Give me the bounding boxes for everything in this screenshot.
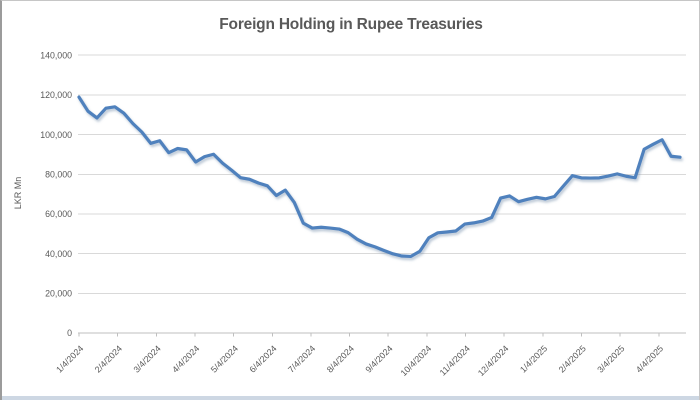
y-tick-label: 20,000 xyxy=(45,289,72,299)
x-tick-label: 12/4/2024 xyxy=(476,343,511,378)
y-tick-label: 140,000 xyxy=(40,50,72,60)
x-axis xyxy=(78,332,686,337)
x-axis-tick-labels: 1/4/2024 2/4/2024 3/4/2024 4/4/2024 5/4/2024… xyxy=(54,343,665,378)
x-tick-label: 2/4/2024 xyxy=(93,343,124,374)
x-tick-label: 1/4/2025 xyxy=(518,343,549,374)
data-series-line xyxy=(77,95,682,259)
y-tick-label: 80,000 xyxy=(45,169,72,179)
y-tick-label: 120,000 xyxy=(40,90,72,100)
x-tick-label: 7/4/2024 xyxy=(286,343,317,374)
series-polyline xyxy=(77,95,682,259)
x-tick-label: 11/4/2024 xyxy=(438,343,472,377)
y-tick-label: 60,000 xyxy=(45,209,72,219)
x-tick-label: 4/4/2024 xyxy=(170,343,201,374)
x-tick-label: 6/4/2024 xyxy=(247,343,278,374)
y-axis-title: LKR Mn xyxy=(13,177,23,210)
y-tick-label: 40,000 xyxy=(45,249,72,259)
y-tick-label: 0 xyxy=(67,328,72,338)
x-tick-label: 1/4/2024 xyxy=(54,343,85,374)
x-tick-label: 8/4/2024 xyxy=(325,343,356,374)
x-tick-label: 9/4/2024 xyxy=(363,343,394,374)
chart-title: Foreign Holding in Rupee Treasuries xyxy=(219,16,482,33)
y-axis-tick-labels: 0 20,000 40,000 60,000 80,000 100,000 120,000 1… xyxy=(40,50,72,338)
x-tick-label: 5/4/2024 xyxy=(209,343,240,374)
x-tick-label: 4/4/2025 xyxy=(634,343,665,374)
x-tick-label: 3/4/2024 xyxy=(131,343,162,374)
window-bottom-edge xyxy=(2,396,699,400)
y-tick-label: 100,000 xyxy=(40,130,72,140)
gridlines xyxy=(78,54,686,294)
x-tick-label: 10/4/2024 xyxy=(399,343,434,378)
x-tick-label: 3/4/2025 xyxy=(595,343,626,374)
x-tick-label: 2/4/2025 xyxy=(557,343,588,374)
